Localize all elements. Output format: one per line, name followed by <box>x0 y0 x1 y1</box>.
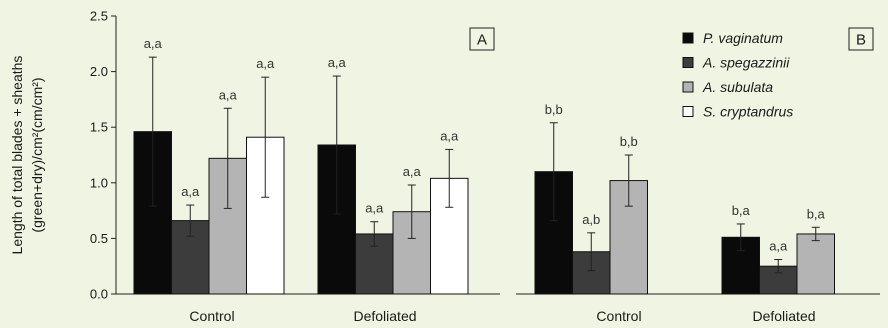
y-tick-label: 2.0 <box>90 64 108 79</box>
bar-annotation: a,a <box>256 56 275 71</box>
error-bars <box>148 56 820 274</box>
x-category-label: Control <box>189 308 234 324</box>
bar-annotation: b,b <box>620 134 638 149</box>
legend-label: A. spegazzinii <box>702 55 790 71</box>
bar-annotations: a,a a,a a,a a,a a,a a,a a,a a,a b,b a,b b,b b,a a,a b… <box>144 36 826 253</box>
bar-annotation: a,a <box>219 87 238 102</box>
axes: 0.0 0.5 1.0 1.5 2.0 2.5 Control Defoliated Contr… <box>90 9 880 324</box>
x-category-label: Defoliated <box>353 308 416 324</box>
y-tick-label: 0.0 <box>90 287 108 302</box>
bars <box>133 131 835 295</box>
legend-swatch <box>682 81 694 93</box>
legend-label: P. vaginatum <box>703 30 783 46</box>
y-tick-label: 0.5 <box>90 231 108 246</box>
x-category-label: Control <box>596 308 641 324</box>
legend-label: A. subulata <box>702 79 773 95</box>
bar-annotation: a,a <box>769 239 788 254</box>
bar-annotation: b,a <box>807 206 826 221</box>
bar-annotation: a,a <box>328 55 347 70</box>
legend-swatch <box>682 32 694 44</box>
bar-annotation: a,a <box>181 184 200 199</box>
bar-annotation: a,a <box>440 128 459 143</box>
bar-annotation: a,a <box>365 201 384 216</box>
y-axis-label-line2: (green+dry)/cm²(cm/cm²) <box>29 77 45 232</box>
y-tick-label: 1.5 <box>90 120 108 135</box>
panel-label: A <box>477 32 487 49</box>
bar-annotation: a,a <box>403 164 422 179</box>
bar-annotation: b,a <box>732 203 751 218</box>
panel-label-box <box>469 27 495 51</box>
y-tick-label: 2.5 <box>90 9 108 24</box>
panel-label-box <box>848 27 874 51</box>
x-category-label: Defoliated <box>752 308 815 324</box>
legend-swatch <box>682 57 694 68</box>
legend-swatch <box>682 106 694 117</box>
bar-annotation: a,b <box>582 212 600 227</box>
bar-annotation: b,b <box>545 102 563 117</box>
legend: P. vaginatum A. spegazzinii A. subulata S. … <box>682 30 793 120</box>
bar-annotation: a,a <box>144 36 163 51</box>
legend-label: S. cryptandrus <box>703 104 793 120</box>
y-tick-label: 1.0 <box>90 175 108 190</box>
bar <box>796 233 835 295</box>
panel-label: B <box>856 32 866 49</box>
y-axis-label-line1: Length of total blades + sheaths <box>9 56 25 255</box>
